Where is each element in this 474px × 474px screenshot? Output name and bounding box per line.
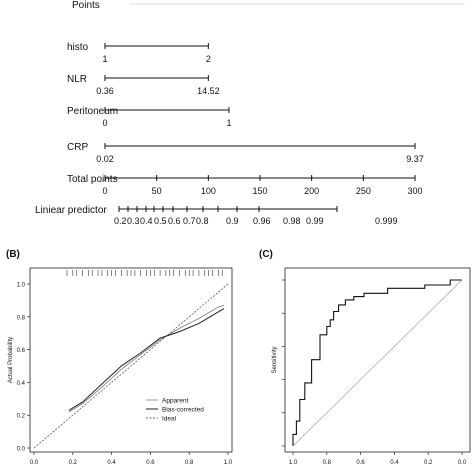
legend-label-ideal: Ideal: [162, 416, 177, 423]
nomogram-tick-label-nlr: 14.52: [197, 86, 220, 96]
roc-x-tick-label: 0.2: [424, 460, 433, 466]
calibration-x-tick-label: 0.8: [185, 460, 194, 466]
calibration-series-ideal: [33, 283, 229, 449]
nomogram-tick-label-peritoneum: 1: [226, 118, 231, 128]
nomogram-label-histo: histo: [67, 42, 89, 53]
calibration-panel: (B) 0.0 0.2 0.4 0.6 0.8 1.0 0.0 0.2 0.4 0.6 0.8 1.0 A…: [6, 249, 233, 466]
legend-label-apparent: Apparent: [162, 398, 189, 405]
nomogram-tick-label-total-points: 300: [407, 186, 422, 196]
roc-x-tick-label: 0.8: [323, 460, 332, 466]
roc-panel: (C) 1.0 0.8 0.6 0.4 0.2 0.0 Sensitivity: [259, 249, 471, 466]
nomogram-tick-label-peritoneum: 0: [102, 118, 107, 128]
roc-series-roc: [292, 279, 462, 446]
calibration-y-tick-label: 0.4: [17, 381, 26, 387]
nomogram-tick-label-liniear-predictor: 0.2: [114, 216, 127, 226]
nomogram-tick-label-liniear-predictor: 0.98: [283, 216, 301, 226]
nomogram-tick-label-liniear-predictor: 0.3: [127, 216, 140, 226]
nomogram-tick-label-histo: 1: [102, 54, 107, 64]
calibration-y-axis-label: Actual Probability: [8, 337, 14, 383]
nomogram-tick-label-total-points: 250: [356, 186, 371, 196]
calibration-x-tick-label: 0.0: [30, 460, 39, 466]
nomogram-tick-label-crp: 9.37: [406, 154, 424, 164]
nomogram-tick-label-liniear-predictor: 0.99: [306, 216, 324, 226]
nomogram-label-total-points: Total points: [67, 174, 118, 185]
nomogram-tick-label-total-points: 100: [201, 186, 216, 196]
roc-x-tick-label: 0.0: [458, 460, 467, 466]
roc-series-reference: [292, 279, 463, 447]
nomogram-label-points: Points: [72, 0, 100, 11]
calibration-y-tick-label: 0.8: [17, 315, 26, 321]
calibration-y-tick-label: 1.0: [17, 283, 26, 289]
roc-x-tick-label: 1.0: [289, 460, 298, 466]
legend-label-bias-corrected: Bias-corrected: [162, 407, 204, 414]
panel-label-c: (C): [259, 249, 273, 260]
nomogram-tick-label-histo: 2: [206, 54, 211, 64]
nomogram-tick-label-liniear-predictor: 0.8: [196, 216, 209, 226]
nomogram-label-peritoneum: Peritoneum: [67, 106, 118, 117]
nomogram-tick-label-liniear-predictor: 0.999: [375, 216, 398, 226]
nomogram-tick-label-nlr: 0.36: [96, 86, 114, 96]
calibration-series-bias-corrected: [68, 308, 225, 411]
calibration-x-tick-label: 0.2: [69, 460, 78, 466]
calibration-y-tick-label: 0.2: [17, 414, 26, 420]
nomogram-tick-label-total-points: 200: [304, 186, 319, 196]
calibration-y-tick-label: 0.6: [17, 348, 26, 354]
roc-y-axis-label: Sensitivity: [272, 346, 278, 373]
nomogram-tick-label-liniear-predictor: 0.6: [168, 216, 181, 226]
roc-plot-frame: [284, 267, 471, 453]
nomogram-tick-label-liniear-predictor: 0.4: [140, 216, 153, 226]
panel-label-b: (B): [6, 249, 20, 260]
calibration-x-tick-label: 0.4: [107, 460, 116, 466]
nomogram-tick-label-crp: 0.02: [96, 154, 114, 164]
calibration-x-tick-label: 1.0: [224, 460, 233, 466]
nomogram-tick-label-liniear-predictor: 0.96: [253, 216, 271, 226]
calibration-plot-frame: [29, 267, 233, 453]
calibration-series-apparent: [68, 304, 225, 413]
roc-x-tick-label: 0.6: [356, 460, 365, 466]
nomogram-tick-label-liniear-predictor: 0.9: [226, 216, 239, 226]
nomogram-tick-label-liniear-predictor: 0.5: [154, 216, 167, 226]
nomogram-tick-label-liniear-predictor: 0.7: [183, 216, 196, 226]
nomogram-tick-label-total-points: 0: [102, 186, 107, 196]
roc-x-tick-label: 0.4: [390, 460, 399, 466]
nomogram-label-nlr: NLR: [67, 74, 87, 85]
nomogram-tick-label-total-points: 150: [252, 186, 267, 196]
calibration-x-tick-label: 0.6: [146, 460, 155, 466]
calibration-y-tick-label: 0.0: [17, 447, 26, 453]
nomogram-tick-label-total-points: 50: [152, 186, 162, 196]
nomogram-label-liniear-predictor: Liniear predictor: [35, 205, 107, 216]
nomogram-label-crp: CRP: [67, 142, 88, 153]
